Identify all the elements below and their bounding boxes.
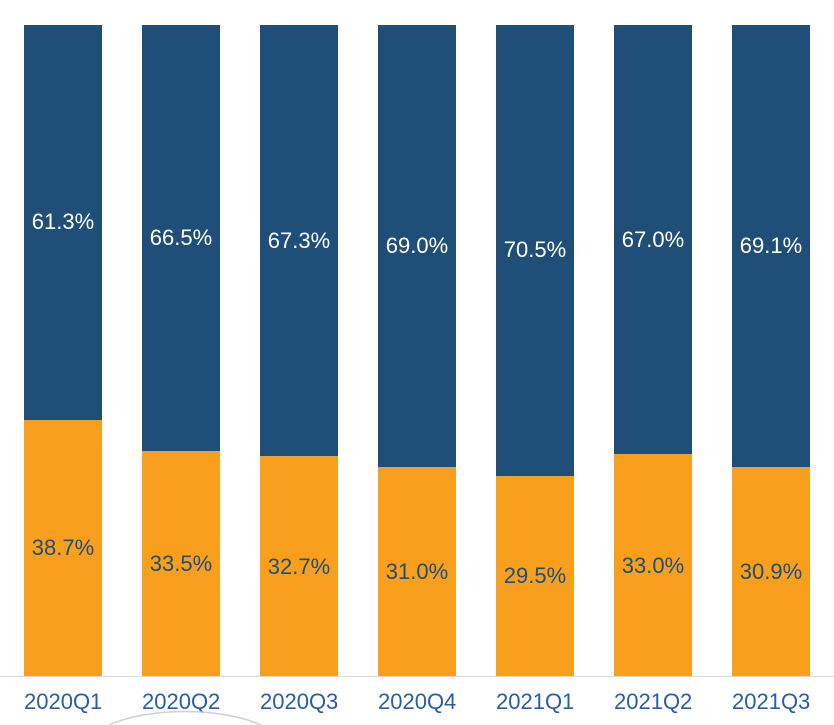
bottom-orange-segment: 38.7% [24, 419, 102, 677]
segment-label: 38.7% [31, 535, 95, 561]
bottom-orange-segment: 33.5% [142, 451, 220, 677]
x-axis-labels: 2020Q1 2020Q2 2020Q3 2020Q4 2021Q1 2021Q2 2021… [0, 679, 834, 725]
top-blue-segment: 66.5% [142, 25, 220, 452]
segment-label: 29.5% [503, 563, 567, 589]
top-blue-segment: 67.3% [260, 25, 338, 457]
x-axis-label: 2020Q4 [378, 689, 457, 714]
x-axis-label: 2020Q1 [24, 689, 103, 714]
segment-label: 61.3% [31, 209, 95, 235]
x-axis-label: 2021Q3 [732, 689, 811, 714]
bar-column: 69.1% 30.9% [732, 25, 810, 677]
bar-column: 69.0% 31.0% [378, 25, 456, 677]
bottom-orange-segment: 29.5% [496, 475, 574, 677]
segment-label: 67.0% [621, 226, 685, 252]
segment-label: 69.1% [739, 233, 803, 259]
top-blue-segment: 69.0% [378, 25, 456, 467]
segment-label: 32.7% [267, 553, 331, 579]
x-axis-label: 2021Q2 [614, 689, 693, 714]
bar-column: 66.5% 33.5% [142, 25, 220, 677]
segment-label: 33.0% [621, 552, 685, 578]
top-blue-segment: 70.5% [496, 25, 574, 476]
segment-label: 66.5% [149, 225, 213, 251]
bottom-orange-segment: 32.7% [260, 456, 338, 677]
segment-label: 70.5% [503, 237, 567, 263]
segment-label: 69.0% [385, 232, 449, 258]
bottom-orange-segment: 31.0% [378, 466, 456, 677]
bottom-orange-segment: 33.0% [614, 454, 692, 677]
bar-column: 61.3% 38.7% [24, 25, 102, 677]
top-blue-segment: 69.1% [732, 25, 810, 468]
x-axis-label: 2021Q1 [496, 689, 575, 714]
segment-label: 33.5% [149, 551, 213, 577]
x-axis-line [0, 676, 834, 677]
x-axis-label: 2020Q2 [142, 689, 221, 714]
segment-label: 31.0% [385, 558, 449, 584]
bar-column: 70.5% 29.5% [496, 25, 574, 677]
top-blue-segment: 67.0% [614, 25, 692, 455]
x-axis-label: 2020Q3 [260, 689, 339, 714]
top-blue-segment: 61.3% [24, 25, 102, 420]
bar-column: 67.3% 32.7% [260, 25, 338, 677]
bar-column: 67.0% 33.0% [614, 25, 692, 677]
bottom-orange-segment: 30.9% [732, 467, 810, 677]
segment-label: 30.9% [739, 559, 803, 585]
segment-label: 67.3% [267, 227, 331, 253]
